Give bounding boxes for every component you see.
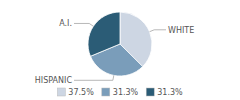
legend-item: 31.3% (102, 88, 139, 97)
slice-label: WHITE (168, 26, 194, 35)
pie: WHITE HISPANIC A.I. (35, 12, 194, 85)
annotations: WHITE HISPANIC A.I. (35, 19, 194, 85)
legend-label: 31.3% (157, 88, 183, 97)
pie-slice (88, 12, 120, 56)
legend: 37.5% 31.3% 31.3% (57, 88, 183, 97)
slice-label: A.I. (59, 19, 72, 28)
legend-item: 31.3% (146, 88, 183, 97)
legend-item: 37.5% (57, 88, 94, 97)
chart: WHITE HISPANIC A.I. 37.5% 31.3% 31.3% (0, 0, 240, 100)
legend-swatch (57, 88, 65, 96)
legend-swatch (146, 88, 154, 96)
legend-label: 31.3% (113, 88, 139, 97)
leader-line (74, 23, 93, 26)
legend-swatch (102, 88, 110, 96)
legend-label: 37.5% (68, 88, 94, 97)
leader-line (74, 75, 114, 80)
leader-line (150, 30, 166, 32)
slice-label: HISPANIC (35, 76, 73, 85)
